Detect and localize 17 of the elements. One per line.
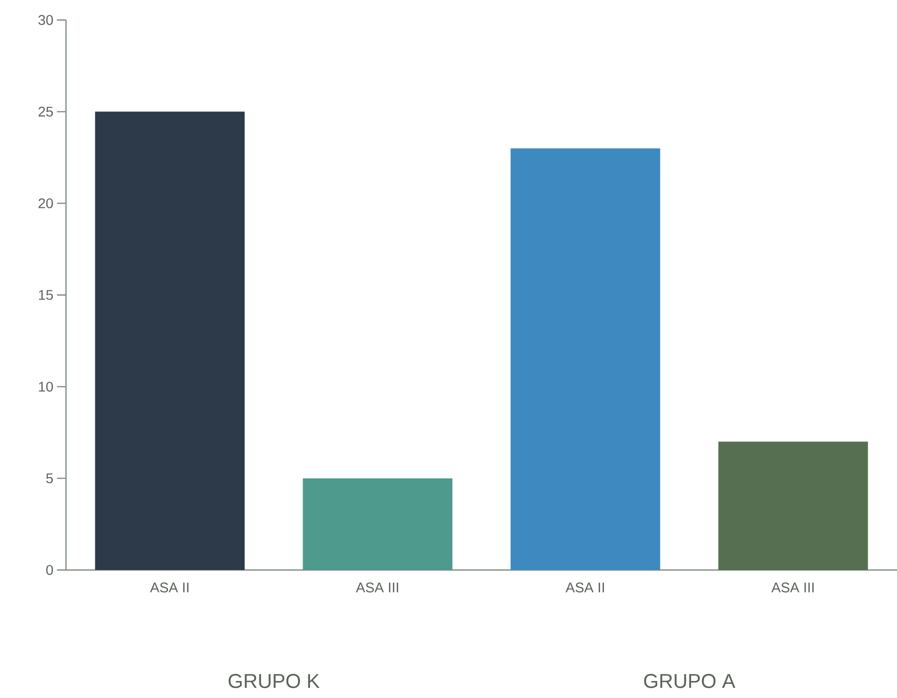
x-tick-label: ASA II [150,582,188,592]
bar [302,478,452,570]
y-tick-label: 5 [46,473,53,484]
bar [718,442,868,570]
y-tick-label: 30 [38,15,53,25]
y-tick-label: 25 [38,106,53,117]
y-tick-label: 15 [38,290,53,300]
y-tick-label: 10 [38,382,53,392]
y-tick-label: 0 [46,565,53,575]
bar [510,148,660,570]
text: GRUPO A [644,674,736,688]
bar [95,112,245,570]
x-tick-label: ASA II [566,582,604,592]
y-tick-label: 20 [38,198,53,208]
x-tick-label: ASA III [356,582,398,592]
x-tick-label: ASA III [771,582,814,592]
text: GRUPO K [228,674,320,688]
